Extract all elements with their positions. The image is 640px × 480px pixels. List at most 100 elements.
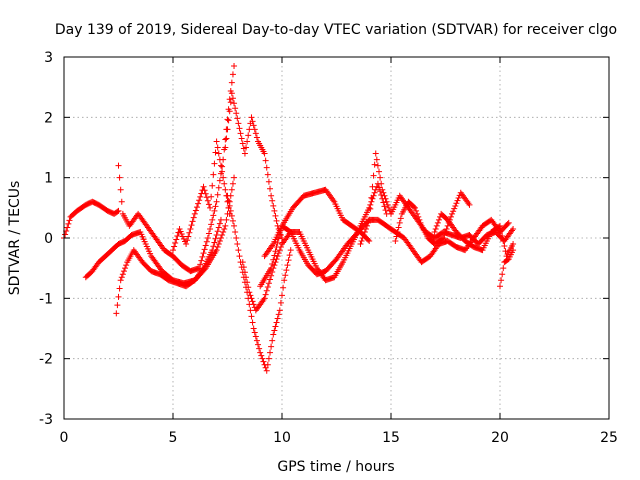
data-point-track-g — [257, 349, 264, 356]
data-point-track-n — [431, 228, 438, 235]
data-point-track-k — [384, 201, 391, 208]
data-point-track-n — [495, 223, 502, 230]
data-point-track-k — [373, 156, 380, 163]
data-point-track-g — [224, 192, 231, 199]
data-point-track-c — [228, 79, 235, 86]
data-point-track-c — [198, 257, 205, 264]
data-point-track-c — [117, 186, 124, 193]
data-point-track-e — [217, 162, 224, 169]
data-point-track-e — [192, 207, 199, 214]
data-point-track-c — [207, 225, 214, 232]
data-point-track-g — [232, 228, 239, 235]
data-point-track-n — [499, 232, 506, 239]
data-point-track-c — [214, 191, 221, 198]
data-point-track-c — [231, 63, 238, 70]
data-point-track-e — [180, 236, 187, 243]
data-point-track-f — [227, 99, 234, 106]
data-point-track-f — [233, 110, 240, 117]
data-point-track-b — [229, 180, 236, 187]
data-point-track-g — [260, 358, 267, 365]
data-point-track-f — [231, 100, 238, 107]
data-point-track-d — [217, 216, 224, 223]
data-point-track-g — [259, 355, 266, 362]
data-point-track-m — [396, 219, 403, 226]
data-point-track-f — [265, 178, 272, 185]
data-point-track-a — [62, 231, 69, 238]
data-point-track-h — [248, 295, 255, 302]
data-point-track-f — [269, 197, 276, 204]
data-point-track-d — [213, 231, 220, 238]
data-point-track-g — [287, 247, 294, 254]
data-point-track-e — [172, 240, 179, 247]
data-point-track-h — [276, 247, 283, 254]
data-point-track-f — [239, 140, 246, 147]
data-point-track-f — [224, 126, 231, 133]
data-point-track-c — [205, 230, 212, 237]
data-point-track-g — [247, 307, 254, 314]
data-point-track-b — [223, 216, 230, 223]
data-point-track-c — [226, 96, 233, 103]
data-point-track-k — [367, 205, 374, 212]
data-point-track-e — [179, 233, 186, 240]
data-point-track-d — [113, 310, 120, 317]
data-point-track-e — [200, 183, 207, 190]
data-point-track-g — [229, 217, 236, 224]
data-point-track-g — [251, 329, 258, 336]
data-point-track-h — [263, 287, 270, 294]
data-point-track-n — [510, 241, 517, 248]
data-point-track-f — [271, 207, 278, 214]
x-tick-label: 25 — [600, 430, 618, 446]
data-point-track-e — [185, 233, 192, 240]
data-point-track-e — [201, 187, 208, 194]
data-point-track-a — [65, 220, 72, 227]
data-point-track-f — [249, 118, 256, 125]
data-point-track-e — [170, 247, 176, 254]
data-point-track-l — [504, 221, 511, 228]
data-point-track-g — [286, 252, 293, 259]
data-point-track-k — [370, 172, 377, 179]
data-point-track-k — [364, 222, 371, 229]
data-point-track-g — [276, 307, 283, 314]
data-point-track-f — [244, 138, 251, 145]
data-point-track-m — [447, 213, 454, 220]
data-point-track-m — [466, 201, 473, 208]
data-point-track-k — [378, 180, 385, 187]
data-point-track-g — [234, 241, 241, 248]
data-point-track-e — [173, 236, 180, 243]
data-point-track-a — [114, 208, 121, 215]
data-point-track-m — [450, 208, 457, 215]
data-point-track-m — [454, 197, 461, 204]
data-point-track-k — [369, 183, 376, 190]
data-point-track-e — [191, 210, 198, 217]
data-point-track-n — [501, 243, 508, 250]
data-point-track-e — [178, 230, 185, 237]
y-tick-label: 2 — [44, 110, 53, 126]
data-point-track-e — [196, 197, 203, 204]
data-point-track-h — [240, 264, 247, 271]
data-point-track-i — [366, 238, 373, 245]
data-point-track-f — [264, 171, 271, 178]
data-point-track-h — [262, 291, 269, 298]
data-point-track-c — [211, 207, 218, 214]
data-point-track-h — [247, 292, 254, 299]
data-point-track-o — [498, 277, 505, 284]
data-point-track-e — [197, 193, 204, 200]
x-tick-label: 15 — [382, 430, 400, 446]
data-point-track-d — [114, 302, 121, 309]
data-point-track-n — [433, 222, 440, 229]
y-tick-label: -3 — [39, 412, 53, 428]
data-point-track-h — [380, 199, 387, 206]
data-point-track-f — [245, 132, 252, 139]
data-point-track-g — [253, 337, 260, 344]
data-point-track-g — [236, 253, 243, 260]
data-point-track-c — [200, 250, 207, 257]
data-point-track-e — [204, 197, 211, 204]
data-point-track-g — [284, 262, 291, 269]
data-point-track-m — [441, 231, 448, 238]
data-point-track-o — [504, 256, 511, 263]
data-point-track-m — [439, 235, 446, 242]
y-tick-label: 3 — [44, 50, 53, 66]
data-point-track-f — [261, 150, 268, 157]
data-point-track-f — [222, 144, 229, 151]
